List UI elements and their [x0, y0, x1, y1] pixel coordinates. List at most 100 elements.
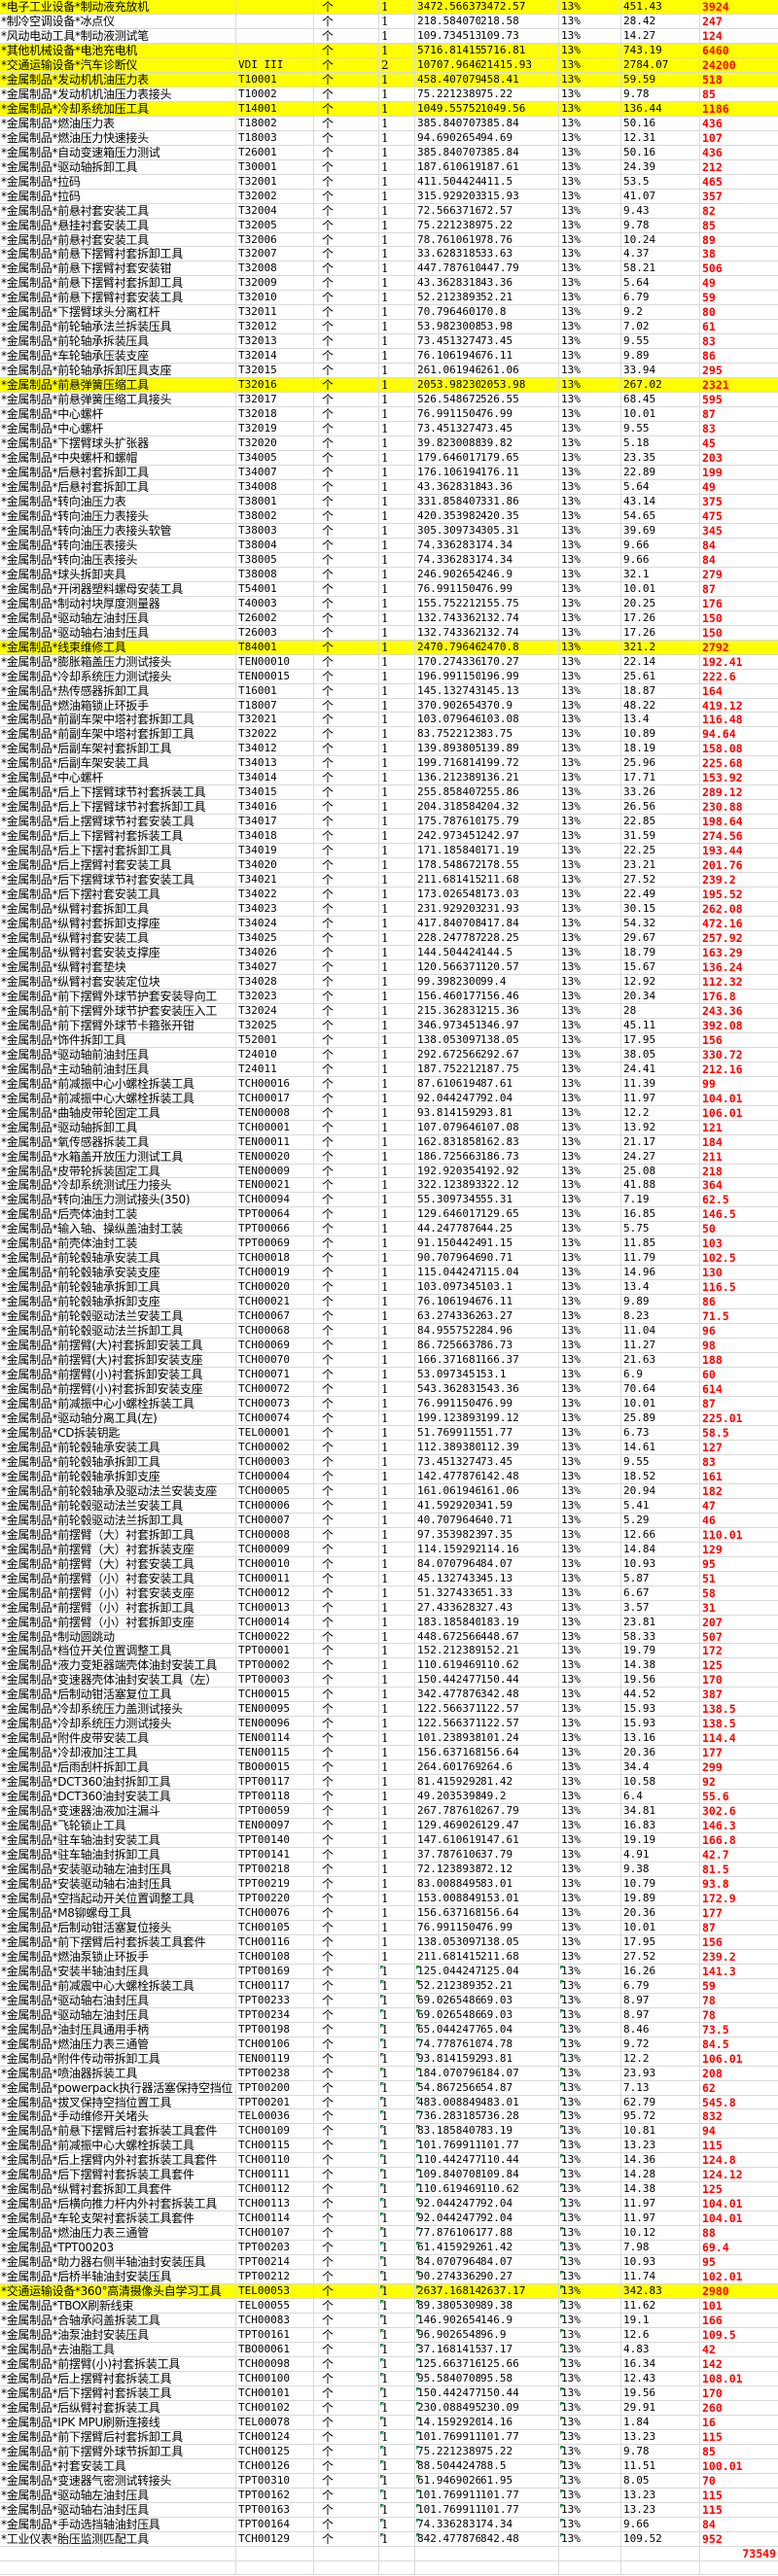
unit-cell[interactable]: 个	[313, 2007, 378, 2022]
quantity-cell[interactable]: 1	[378, 1425, 414, 1440]
quantity-cell[interactable]: 1	[378, 393, 414, 407]
total-cell[interactable]: 279	[699, 567, 778, 581]
total-cell[interactable]: 100.01	[699, 2458, 778, 2473]
model-cell[interactable]: T32015	[235, 364, 313, 378]
model-cell[interactable]: TCH00016	[235, 1076, 313, 1091]
tax-amount-cell[interactable]: 5.87	[620, 1571, 699, 1585]
unit-cell[interactable]: 个	[313, 1644, 378, 1658]
model-cell[interactable]: T38004	[235, 538, 313, 552]
amount-cell[interactable]: 107.08	[480, 1120, 519, 1133]
model-cell[interactable]: TCH00022	[235, 1629, 313, 1644]
unit-cell[interactable]: 个	[313, 829, 378, 844]
item-name-cell[interactable]: *金属制品*前悬下摆臂后衬套拆装工具套件	[1, 2124, 218, 2139]
tax-rate-cell[interactable]: 13%	[558, 683, 620, 698]
quantity-cell[interactable]: 1	[378, 130, 414, 145]
amount-cell[interactable]: 230.09	[480, 2400, 519, 2414]
tax-rate-cell[interactable]: 13%	[558, 1469, 620, 1483]
item-name-cell[interactable]: *金属制品*前下摆臂外球节拆卸工具	[1, 2444, 183, 2458]
item-name-cell[interactable]: *金属制品*飞轮锁止工具	[1, 1819, 126, 1833]
model-cell[interactable]: TPT00117	[235, 1775, 313, 1790]
total-cell[interactable]: 94	[699, 2124, 778, 2139]
unit-price-cell[interactable]: 211.6814159	[414, 873, 480, 888]
tax-amount-cell[interactable]: 23.21	[620, 858, 699, 873]
tax-amount-cell[interactable]: 25.08	[620, 1164, 699, 1178]
tax-amount-cell[interactable]: 5.64	[620, 276, 699, 291]
quantity-cell[interactable]: 1	[378, 1746, 414, 1760]
total-cell[interactable]: 150	[699, 625, 778, 640]
tax-rate-cell[interactable]: 13%	[558, 1746, 620, 1760]
item-name-cell[interactable]: *金属制品*手动维修开关堵头	[1, 2109, 149, 2124]
model-cell[interactable]: TPT00198	[235, 2022, 313, 2036]
unit-price-cell[interactable]: 173.0265487	[414, 888, 480, 902]
total-cell[interactable]: 257.92	[699, 931, 778, 945]
item-name-cell[interactable]: *金属制品*后上下摆衬套拆卸工具	[1, 844, 172, 858]
model-cell[interactable]: TEN00097	[235, 1819, 313, 1833]
model-cell[interactable]: TCH00111	[235, 2168, 313, 2182]
unit-price-cell[interactable]: 14.15929204	[414, 2415, 480, 2429]
tax-rate-cell[interactable]: 13%	[558, 1498, 620, 1513]
unit-cell[interactable]: 个	[313, 815, 378, 829]
unit-price-cell[interactable]: 2053.982301	[414, 378, 480, 393]
quantity-cell[interactable]: 1	[378, 2444, 414, 2458]
unit-price-cell[interactable]: 75.22123894	[414, 2444, 480, 2458]
total-cell[interactable]: 138.5	[699, 1702, 778, 1717]
item-name-cell[interactable]: *金属制品*驱动轴右油封压具	[1, 2502, 149, 2517]
total-cell[interactable]: 78	[699, 1993, 778, 2007]
item-name-cell[interactable]: *金属制品*驻车轴油封安装工具	[1, 1833, 160, 1848]
total-cell[interactable]: 24200	[699, 57, 778, 72]
unit-price-cell[interactable]: 261.0619469	[414, 364, 480, 378]
total-cell[interactable]: 289.12	[699, 785, 778, 800]
total-cell[interactable]: 116.48	[699, 713, 778, 727]
tax-amount-cell[interactable]: 11.04	[620, 1324, 699, 1339]
amount-cell[interactable]: 110.44	[480, 2153, 519, 2167]
tax-rate-cell[interactable]: 13%	[558, 1760, 620, 1775]
tax-rate-cell[interactable]: 13%	[558, 1600, 620, 1615]
empty-cell[interactable]	[378, 2546, 414, 2560]
tax-rate-cell[interactable]: 13%	[558, 1920, 620, 1934]
unit-price-cell[interactable]: 171.1858407	[414, 844, 480, 858]
model-cell[interactable]: TEN00095	[235, 1702, 313, 1717]
unit-cell[interactable]: 个	[313, 320, 378, 334]
total-cell[interactable]: 92	[699, 1775, 778, 1790]
total-cell[interactable]: 55.6	[699, 1790, 778, 1804]
unit-price-cell[interactable]: 63.27433628	[414, 1309, 480, 1324]
unit-cell[interactable]: 个	[313, 1309, 378, 1324]
tax-rate-cell[interactable]: 13%	[558, 1862, 620, 1876]
unit-price-cell[interactable]: 215.3628319	[414, 1003, 480, 1018]
amount-cell[interactable]: 86.73	[480, 1339, 513, 1352]
model-cell[interactable]: T30001	[235, 159, 313, 174]
model-cell[interactable]: TPT00066	[235, 1222, 313, 1236]
unit-price-cell[interactable]: 69.02654867	[414, 1993, 480, 2007]
amount-cell[interactable]: 385.84	[480, 145, 519, 158]
model-cell[interactable]: T32023	[235, 989, 313, 1003]
total-cell[interactable]: 61	[699, 320, 778, 334]
item-name-cell[interactable]: *金属制品*发动机机油压力表接头	[1, 87, 172, 101]
unit-price-cell[interactable]: 1049.557522	[414, 101, 480, 116]
amount-cell[interactable]: 228.25	[480, 931, 519, 944]
quantity-cell[interactable]: 1	[378, 1498, 414, 1513]
tax-rate-cell[interactable]: 13%	[558, 873, 620, 888]
amount-cell[interactable]: 81.42	[480, 1775, 513, 1789]
empty-cell[interactable]	[313, 2560, 378, 2575]
tax-amount-cell[interactable]: 10.24	[620, 232, 699, 247]
amount-cell[interactable]: 77.88	[480, 2226, 513, 2240]
amount-cell[interactable]: 96.9	[480, 2328, 507, 2341]
total-cell[interactable]: 87	[699, 407, 778, 422]
quantity-cell[interactable]: 1	[378, 1382, 414, 1396]
unit-price-cell[interactable]: 138.0530973	[414, 1032, 480, 1047]
tax-amount-cell[interactable]: 13.16	[620, 1731, 699, 1746]
item-name-cell[interactable]: *金属制品*前悬弹簧压缩工具接头	[1, 393, 172, 407]
tax-amount-cell[interactable]: 9.55	[620, 334, 699, 349]
tax-rate-cell[interactable]: 13%	[558, 1775, 620, 1790]
quantity-cell[interactable]: 1	[378, 858, 414, 873]
tax-amount-cell[interactable]: 136.44	[620, 101, 699, 116]
quantity-cell[interactable]: 1	[378, 2385, 414, 2400]
model-cell[interactable]: T34022	[235, 888, 313, 902]
tax-amount-cell[interactable]: 12.43	[620, 2371, 699, 2385]
total-cell[interactable]: 436	[699, 145, 778, 159]
amount-cell[interactable]: 63.27	[480, 1309, 513, 1323]
unit-price-cell[interactable]: 346.9734513	[414, 1018, 480, 1032]
amount-cell[interactable]: 138.05	[480, 1934, 519, 1948]
quantity-cell[interactable]: 1	[378, 291, 414, 305]
model-cell[interactable]: TEN00096	[235, 1717, 313, 1731]
